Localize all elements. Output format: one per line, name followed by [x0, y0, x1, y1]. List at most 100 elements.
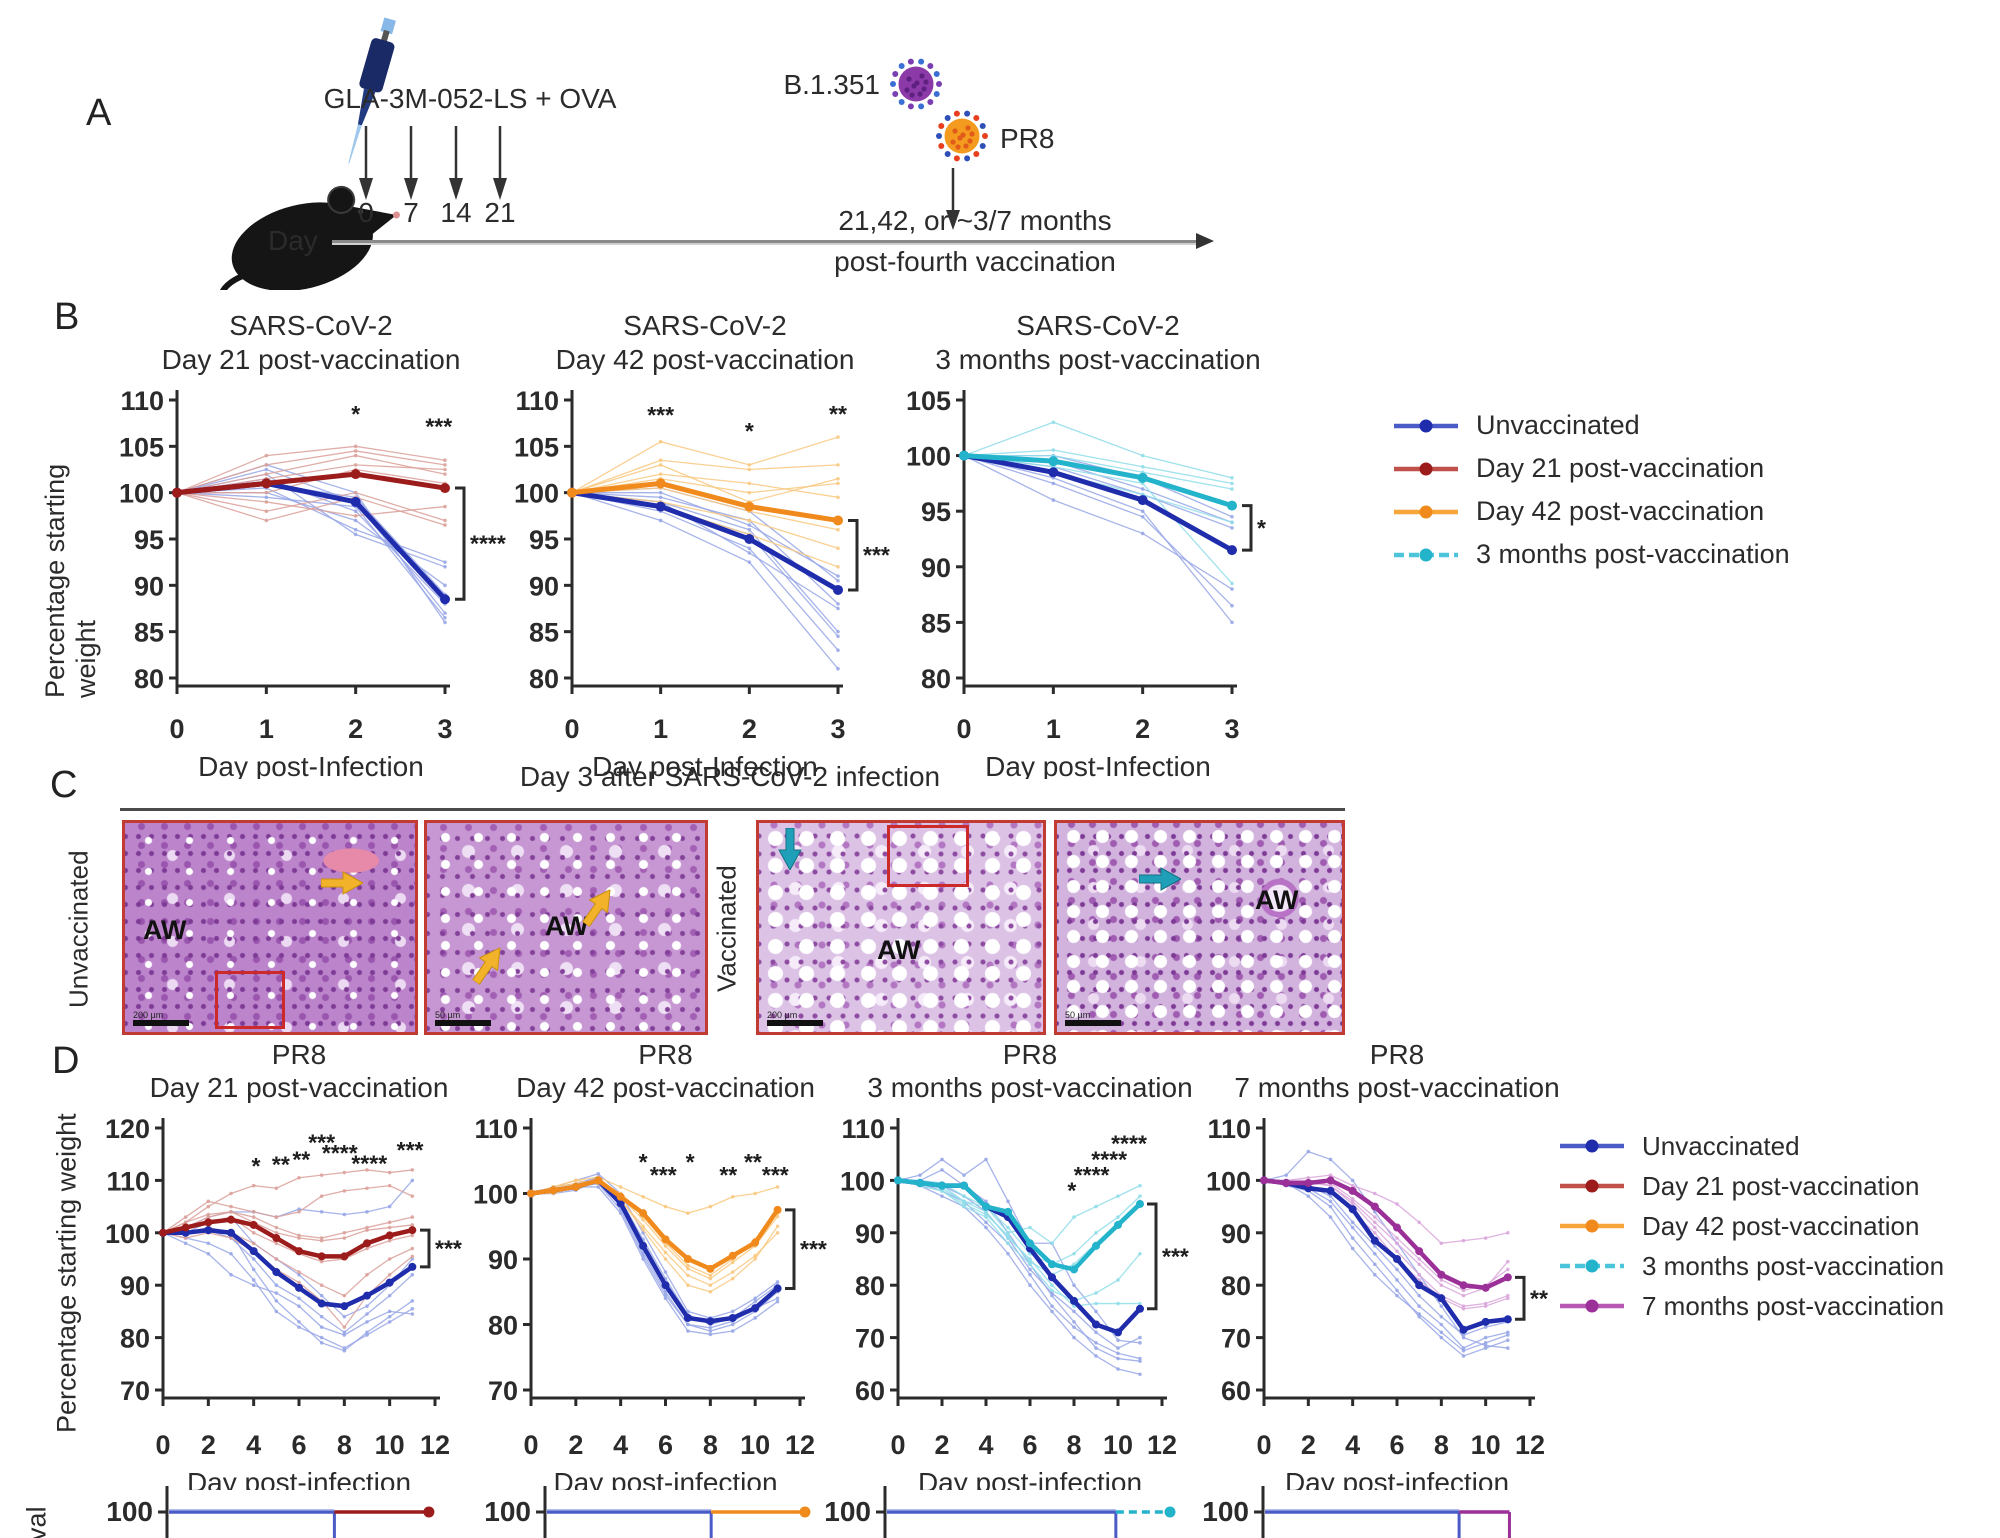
replicate-line [897, 1179, 1141, 1276]
svg-text:110: 110 [841, 1114, 885, 1144]
inset-box [215, 971, 285, 1029]
mouse-icon [217, 185, 400, 290]
svg-text:8: 8 [337, 1430, 352, 1460]
injection-arrow-icon [493, 126, 507, 200]
replicate-line [176, 492, 446, 517]
svg-text:0: 0 [956, 714, 971, 744]
legend-item-unvaccinated: Unvaccinated [1392, 404, 1790, 447]
replicate-line [530, 1182, 779, 1332]
svg-text:8: 8 [1066, 1430, 1081, 1460]
mean-line-day21 [176, 471, 446, 496]
replicate-line [897, 1179, 1141, 1302]
svg-text:4: 4 [1345, 1430, 1360, 1460]
svg-text:3: 3 [437, 714, 452, 744]
mean-line-day42 [571, 480, 839, 523]
mean-line-unvaccinated [963, 453, 1234, 553]
replicate-line [571, 492, 839, 610]
svg-text:***: *** [425, 413, 452, 439]
svg-text:10: 10 [740, 1430, 770, 1460]
svg-text:100: 100 [1206, 1166, 1251, 1196]
legend-label: Day 21 post-vaccination [1476, 453, 1765, 483]
airway-label: AW [545, 911, 589, 941]
mean-line-unvaccinated [571, 490, 840, 593]
replicate-line [1263, 1179, 1509, 1297]
svg-text:**: ** [829, 401, 847, 427]
legend-item-day42: Day 42 post-vaccination [1392, 490, 1790, 533]
replicate-line [571, 492, 839, 549]
svg-text:Day 21 post-vaccination: Day 21 post-vaccination [162, 344, 461, 375]
svg-text:*: * [351, 401, 360, 427]
legend-marker-icon [1560, 1179, 1624, 1193]
replicate-line [1263, 1179, 1509, 1352]
svg-text:85: 85 [529, 618, 559, 648]
svg-text:0: 0 [890, 1430, 905, 1460]
svg-text:1: 1 [653, 714, 668, 744]
svg-text:12: 12 [1515, 1430, 1545, 1460]
svg-text:*: * [251, 1153, 260, 1179]
mean-line-months3 [963, 453, 1233, 509]
survival-S2: 100 [484, 1486, 811, 1538]
legend-item-months3: 3 months post-vaccination [1392, 533, 1790, 576]
challenge-time-label: 21,42, or ~3/7 months [838, 205, 1112, 236]
airway-label: AW [143, 915, 187, 945]
pr8-virus-icon [936, 110, 988, 162]
challenge-arrow-icon [946, 168, 960, 230]
svg-text:90: 90 [529, 571, 559, 601]
timeline-axis-label: Day [268, 225, 318, 256]
mean-line-unvaccinated [163, 1227, 414, 1309]
svg-text:110: 110 [1207, 1114, 1251, 1144]
replicate-line [163, 1226, 413, 1352]
mean-line-months3 [897, 1178, 1142, 1272]
svg-text:***: *** [397, 1137, 424, 1163]
panel-c-label: C [50, 764, 78, 806]
replicate-line [176, 464, 446, 494]
inflammation-arrow-icon [321, 871, 363, 895]
legend-label: 3 months post-vaccination [1476, 539, 1790, 569]
svg-text:6: 6 [658, 1430, 673, 1460]
svg-text:10: 10 [1471, 1430, 1501, 1460]
svg-text:80: 80 [529, 664, 559, 694]
replicate-line [176, 450, 446, 494]
svg-text:3: 3 [830, 714, 845, 744]
replicate-line [163, 1229, 413, 1334]
svg-text:Day post-infection: Day post-infection [1285, 1467, 1509, 1490]
svg-text:90: 90 [120, 1271, 150, 1301]
svg-text:12: 12 [420, 1430, 450, 1460]
svg-text:10: 10 [375, 1430, 405, 1460]
svg-text:100: 100 [106, 1496, 153, 1527]
replicate-line [176, 454, 446, 494]
svg-text:120: 120 [105, 1114, 150, 1144]
svg-text:100: 100 [906, 442, 951, 472]
replicate-line [898, 1169, 1141, 1362]
svg-text:95: 95 [529, 525, 559, 555]
replicate-line [530, 1179, 779, 1280]
svg-text:2: 2 [201, 1430, 216, 1460]
svg-text:SARS-CoV-2: SARS-CoV-2 [1016, 310, 1179, 341]
histology-vaccinated-low-mag: AW 200 µm [756, 820, 1046, 1035]
panel-b-label: B [54, 296, 80, 338]
svg-text:110: 110 [120, 386, 164, 416]
svg-text:**: ** [744, 1149, 762, 1175]
svg-text:6: 6 [1389, 1430, 1404, 1460]
lymphoid-arrow-icon [778, 828, 802, 870]
svg-text:6: 6 [1022, 1430, 1037, 1460]
panel-b-ylabel: Percentage starting weight [40, 463, 101, 698]
svg-text:*: * [686, 1149, 695, 1175]
legend-b: Unvaccinated Day 21 post-vaccination Day 4… [1392, 404, 1790, 576]
svg-text:100: 100 [119, 479, 164, 509]
replicate-line [162, 1169, 413, 1234]
replicate-line [963, 455, 1233, 590]
survival-S4: 100 [1202, 1486, 1511, 1538]
timeline-line [332, 240, 1196, 243]
svg-text:Day post-infection: Day post-infection [553, 1467, 777, 1490]
injection-arrow-icon [404, 126, 418, 200]
survival-S3: 100 [824, 1486, 1176, 1538]
replicate-line [571, 464, 839, 503]
svg-text:4: 4 [613, 1430, 628, 1460]
replicate-line [176, 478, 446, 605]
virus2-label: PR8 [1000, 123, 1055, 154]
legend-marker-icon [1560, 1139, 1624, 1153]
replicate-line [176, 464, 446, 623]
svg-text:***: *** [762, 1162, 789, 1188]
